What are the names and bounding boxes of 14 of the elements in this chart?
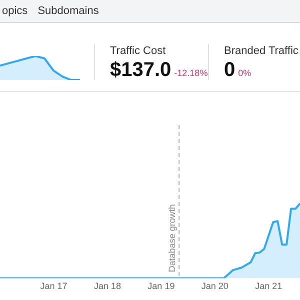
text: opics: [2, 5, 28, 17]
ref-line-label: Database growth: [167, 204, 178, 272]
text: 0%: [238, 68, 252, 78]
x-tick-label: Jan 20: [201, 281, 228, 292]
text: Traffic Cost: [110, 45, 167, 57]
text: Subdomains: [38, 5, 99, 17]
x-tick-label: Jan 18: [94, 281, 121, 292]
x-tick-label: Jan 21: [255, 281, 282, 292]
text: -12.18%: [174, 68, 208, 78]
x-tick-label: Jan 17: [40, 281, 68, 292]
x-tick-label: Jan 19: [148, 281, 175, 292]
text: Branded Traffic: [224, 45, 298, 57]
text: $137.0: [110, 59, 172, 81]
text: 0: [224, 59, 236, 81]
